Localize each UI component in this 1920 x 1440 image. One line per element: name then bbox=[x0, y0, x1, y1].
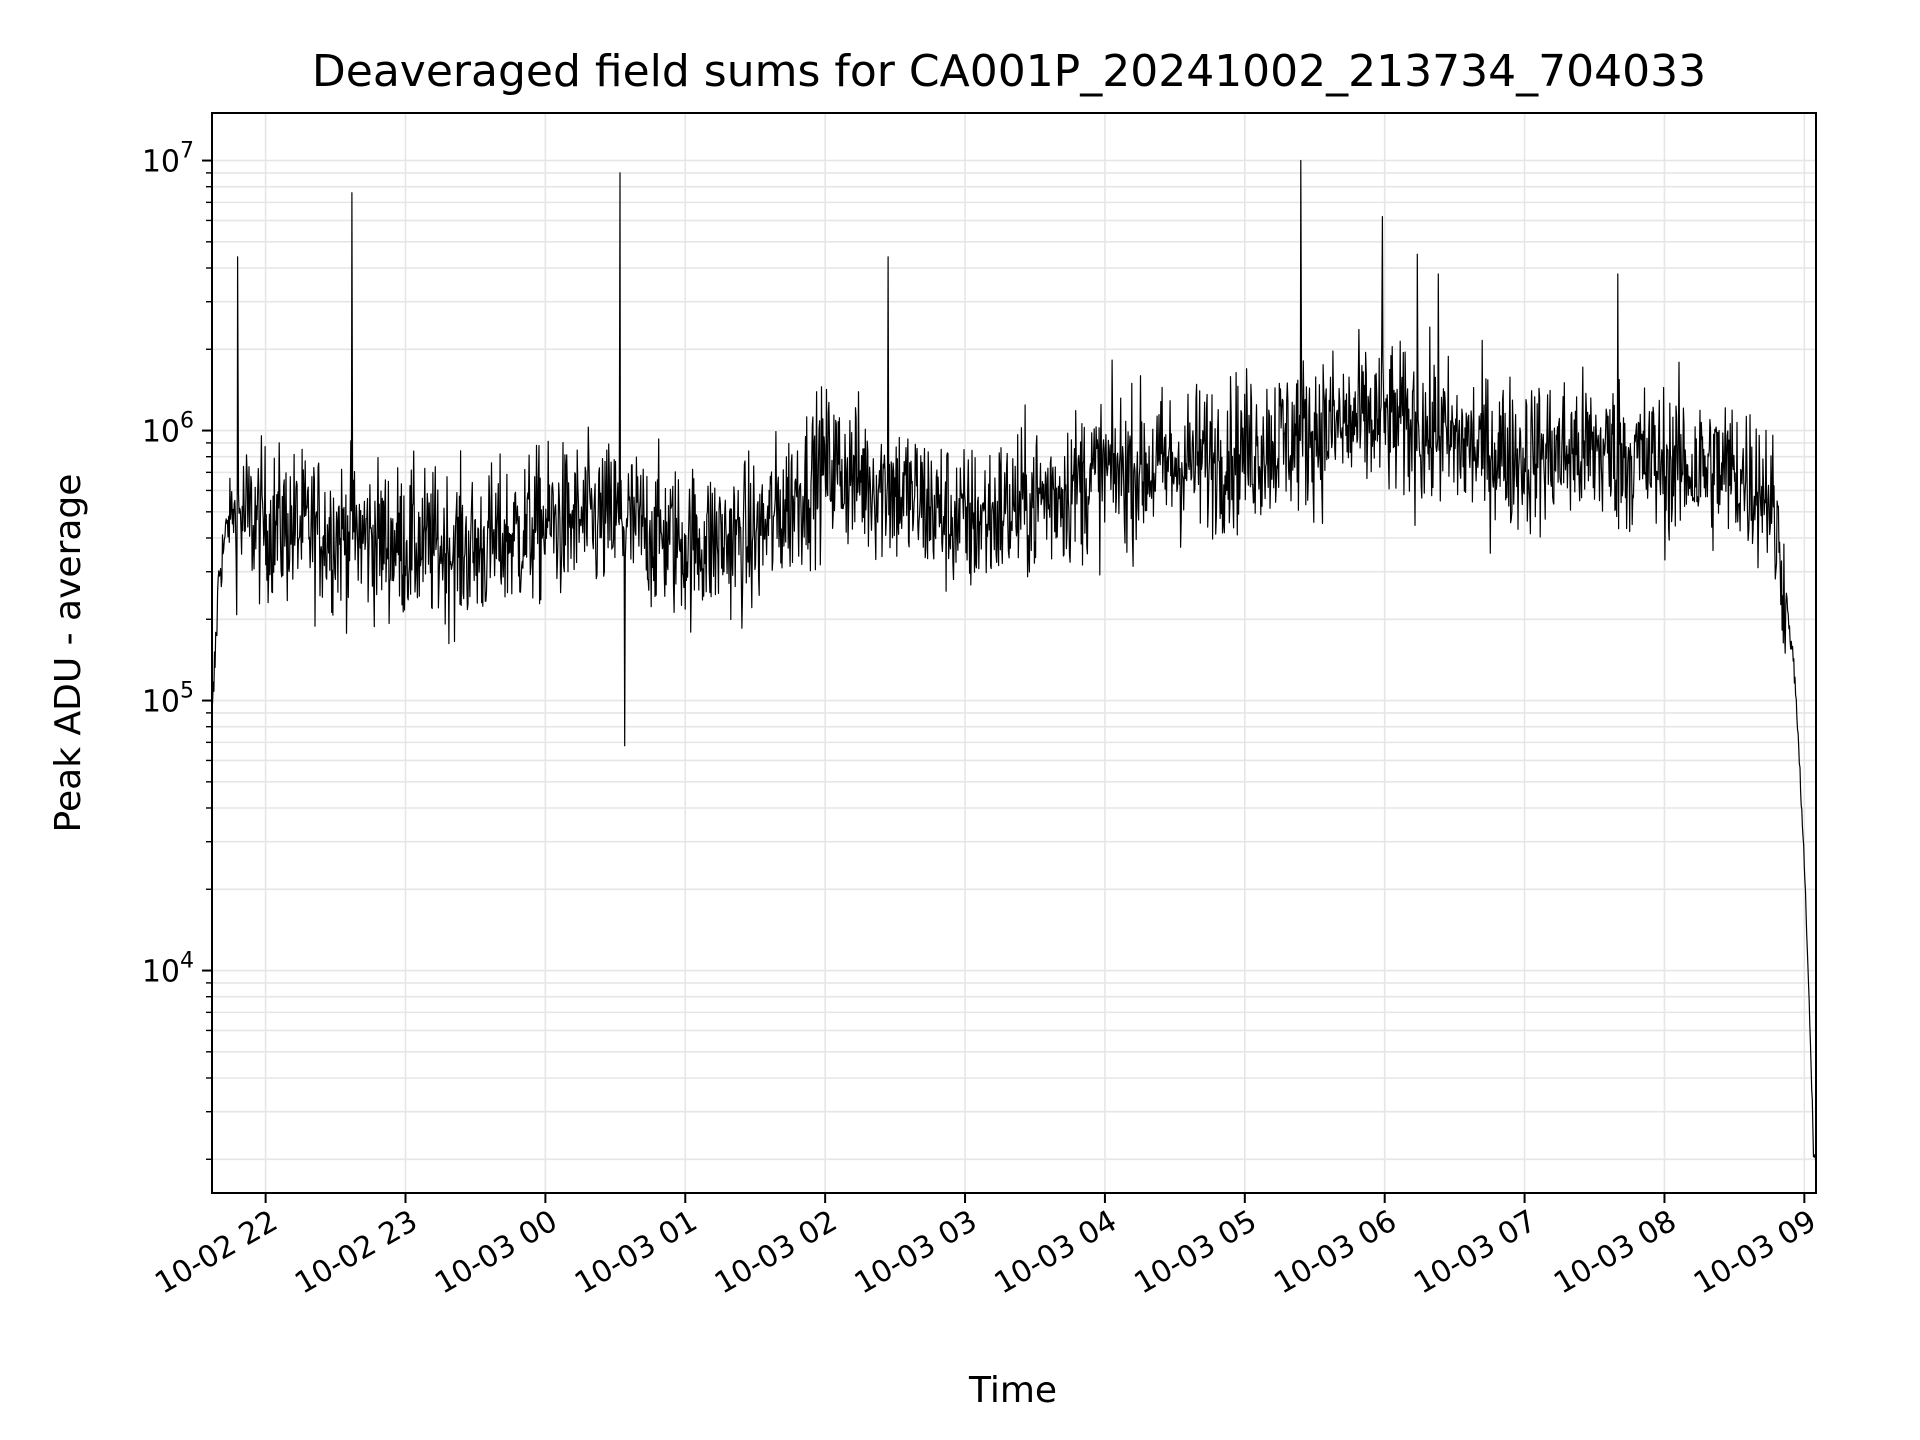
x-tick-label: 10-03 01 bbox=[569, 1204, 703, 1302]
x-axis-label: Time bbox=[968, 1370, 1057, 1411]
x-tick-label: 10-03 09 bbox=[1688, 1204, 1822, 1302]
grid bbox=[212, 113, 1816, 1193]
x-tick-label: 10-03 03 bbox=[849, 1204, 983, 1302]
y-tick-label: 106 bbox=[142, 409, 194, 450]
y-tick-label: 104 bbox=[142, 949, 194, 990]
x-tick-label: 10-03 08 bbox=[1548, 1204, 1682, 1302]
chart-title: Deaveraged field sums for CA001P_2024100… bbox=[312, 46, 1706, 97]
plot-frame bbox=[211, 112, 1817, 1194]
series-line bbox=[211, 159, 1817, 1169]
x-tick-label: 10-03 00 bbox=[429, 1204, 563, 1302]
y-tick-label: 107 bbox=[142, 139, 194, 180]
y-tick-label: 105 bbox=[142, 679, 194, 720]
y-axis-label: Peak ADU - average bbox=[48, 474, 89, 833]
x-tick-label: 10-02 23 bbox=[289, 1204, 423, 1302]
x-tick-label: 10-02 22 bbox=[149, 1204, 283, 1302]
x-tick-label: 10-03 06 bbox=[1268, 1204, 1402, 1302]
x-axis: 10-02 22 10-02 23 10-03 00 10-03 01 10-03 02… bbox=[149, 1193, 1822, 1301]
data-line bbox=[211, 159, 1817, 1169]
x-tick-label: 10-03 05 bbox=[1128, 1204, 1262, 1302]
x-tick-label: 10-03 02 bbox=[709, 1204, 843, 1302]
x-tick-label: 10-03 07 bbox=[1408, 1204, 1542, 1302]
y-axis: 104 105 106 107 bbox=[142, 139, 212, 1160]
x-tick-label: 10-03 04 bbox=[989, 1204, 1123, 1302]
